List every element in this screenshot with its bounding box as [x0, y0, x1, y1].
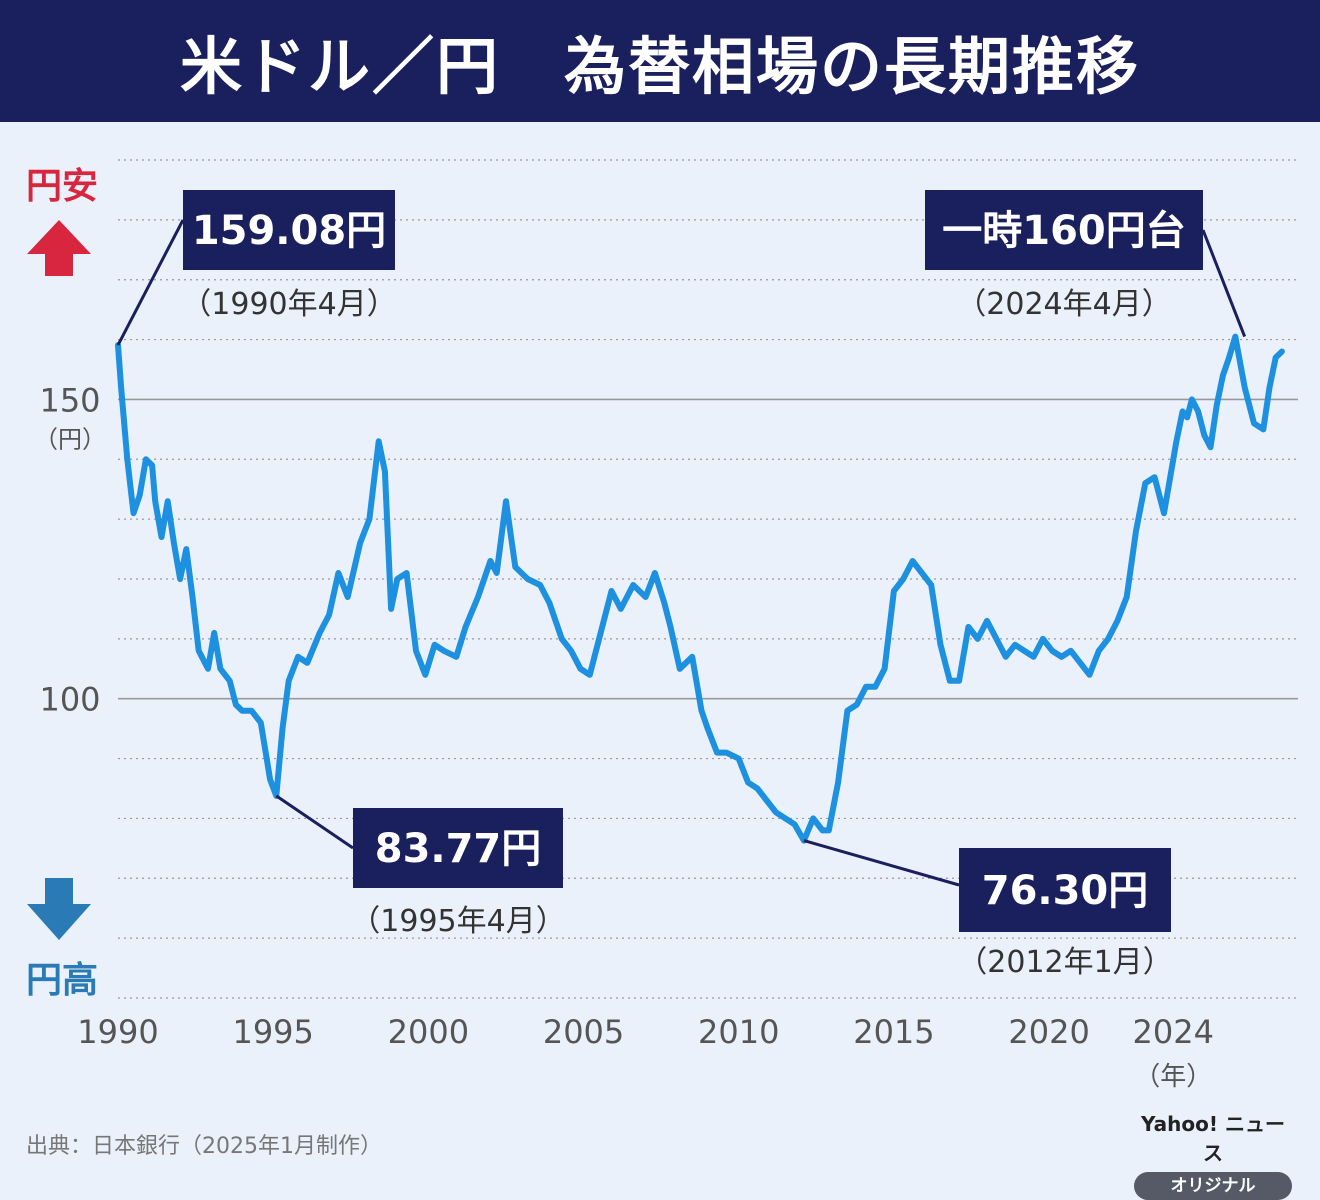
annotation-value: 83.77円	[375, 826, 542, 872]
annotation-connector	[116, 219, 185, 346]
brand-logo: Yahoo! ニュース オリジナル	[1134, 1108, 1292, 1200]
grid-lines	[118, 159, 1298, 999]
annotation-date: （2024年4月）	[956, 287, 1171, 322]
series-line-usdjpy	[115, 333, 1285, 844]
x-tick-label: 1990	[77, 1013, 158, 1051]
weak-yen-label: 円安	[26, 166, 98, 207]
x-tick-label: 2015	[853, 1013, 934, 1051]
annotation-date: （1990年4月）	[181, 287, 396, 322]
x-tick-label: 2020	[1008, 1013, 1089, 1051]
annotation-date: （1995年4月）	[350, 904, 565, 939]
annotation-box	[959, 848, 1171, 932]
annotation-connector	[275, 794, 354, 850]
down-arrow-icon	[27, 878, 91, 940]
annotation-box	[183, 190, 395, 270]
annotation-date: （2012年1月）	[957, 945, 1172, 980]
annotations: 159.08円 （1990年4月） 83.77円 （1995年4月） 76.30円 （20…	[116, 190, 1247, 980]
annotation-value: 76.30円	[982, 868, 1149, 914]
up-arrow-icon	[27, 220, 91, 276]
source-text: 出典：日本銀行（2025年1月制作）	[26, 1134, 382, 1159]
x-tick-label: 2024	[1133, 1013, 1214, 1051]
x-axis-unit: （年）	[1134, 1062, 1212, 1092]
annotation-connector	[803, 839, 960, 887]
y-axis-unit: （円）	[34, 425, 106, 453]
x-tick-label: 2005	[543, 1013, 624, 1051]
annotation-connector	[1201, 229, 1247, 338]
axis-labels: 100 150 （円） 1990 1995 2000 2005 2010 2015 2020 202…	[34, 381, 1214, 1092]
x-tick-label: 1995	[232, 1013, 313, 1051]
brand-badge: オリジナル	[1134, 1172, 1292, 1200]
x-tick-label: 2010	[698, 1013, 779, 1051]
strong-yen-label: 円高	[26, 960, 98, 1001]
chart-title: 米ドル／円 為替相場の長期推移	[0, 0, 1320, 122]
annotation-value: 一時160円台	[942, 208, 1186, 254]
annotation-value: 159.08円	[192, 208, 386, 254]
x-tick-label: 2000	[388, 1013, 469, 1051]
annotation-box	[353, 808, 563, 888]
y-tick-label: 100	[39, 681, 100, 719]
y-tick-label: 150	[39, 381, 100, 419]
series-line	[115, 333, 1285, 844]
brand-name: Yahoo! ニュース	[1141, 1112, 1285, 1165]
annotation-box	[925, 190, 1203, 270]
direction-indicators: 円安 円高	[26, 166, 98, 1001]
